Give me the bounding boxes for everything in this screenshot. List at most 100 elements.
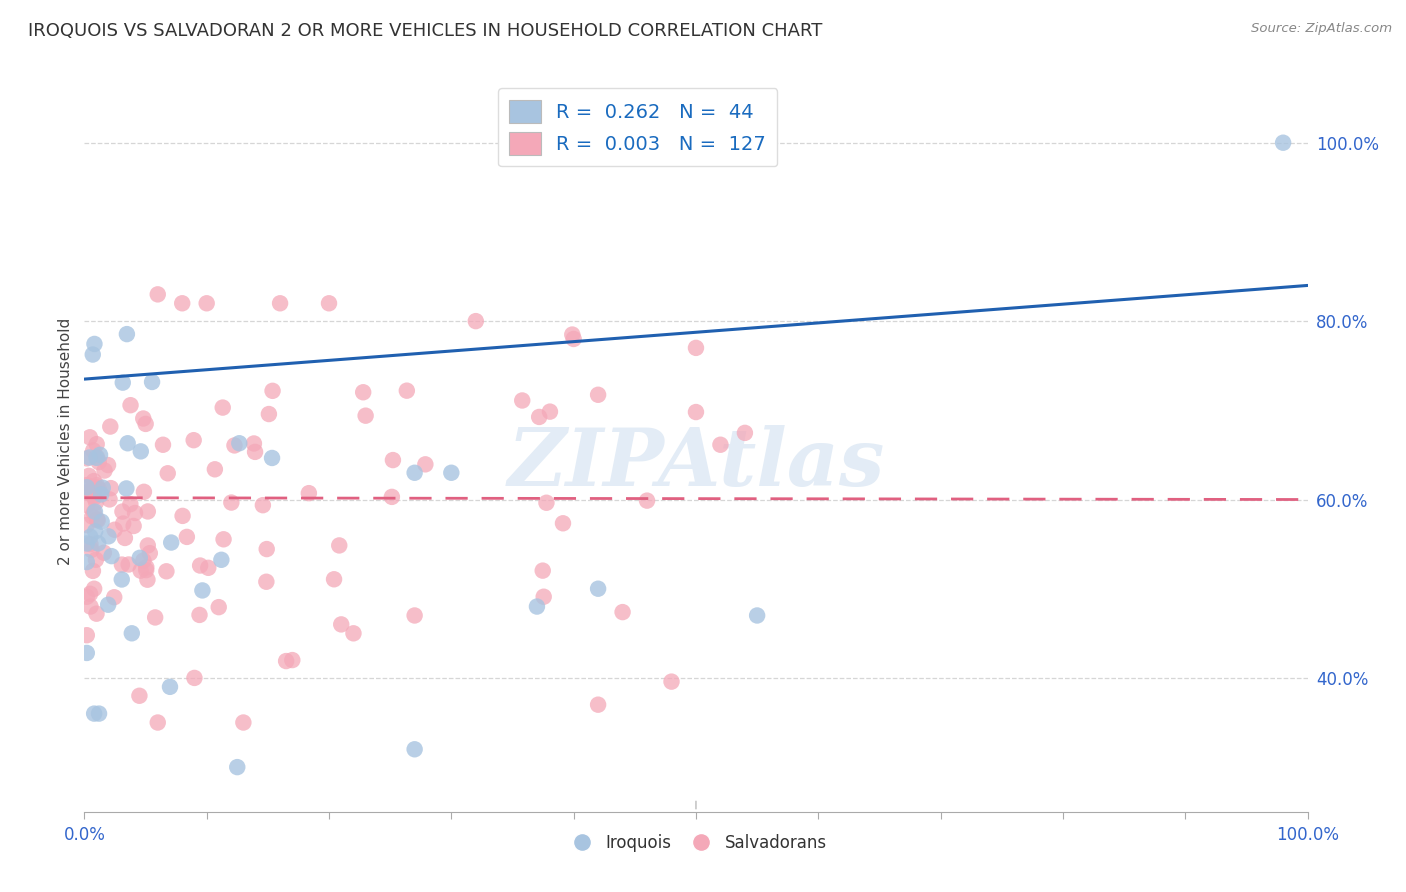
Point (79, 587, 101, 601)
Point (86, 437, 108, 451)
Point (77, 485, 100, 500)
Point (76, 555, 98, 569)
Point (117, 436, 139, 450)
Point (254, 574, 277, 589)
Point (636, 493, 658, 508)
Point (143, 610, 166, 624)
Point (90, 515, 112, 529)
Point (83, 706, 105, 721)
Point (76, 628, 98, 642)
Point (83, 491, 105, 505)
Point (342, 626, 364, 640)
Point (204, 462, 226, 476)
Point (172, 508, 194, 523)
Point (1272, 136, 1295, 150)
Point (93, 464, 115, 478)
Point (82, 509, 104, 524)
Point (323, 572, 346, 586)
Point (176, 530, 198, 544)
Point (136, 504, 159, 518)
Point (87, 482, 110, 496)
Point (83, 489, 105, 503)
Point (84, 553, 107, 567)
Point (211, 401, 233, 415)
Point (226, 760, 249, 774)
Point (132, 411, 155, 425)
Point (395, 384, 418, 398)
Point (685, 341, 707, 355)
Point (536, 496, 558, 510)
Point (84, 505, 107, 519)
Point (139, 546, 162, 560)
Point (152, 438, 174, 452)
Point (135, 560, 157, 574)
Point (79, 530, 101, 544)
Point (212, 533, 235, 547)
Point (84, 495, 107, 509)
Point (76, 646, 98, 660)
Point (82, 443, 104, 458)
Point (709, 438, 731, 452)
Point (155, 564, 177, 578)
Point (464, 314, 486, 328)
Point (586, 582, 609, 596)
Point (533, 590, 555, 604)
Point (191, 583, 214, 598)
Point (79, 450, 101, 465)
Point (257, 407, 280, 421)
Point (208, 600, 231, 615)
Point (252, 498, 274, 512)
Point (156, 467, 179, 481)
Y-axis label: 2 or more Vehicles in Household: 2 or more Vehicles in Household (58, 318, 73, 566)
Point (76, 451, 98, 466)
Point (243, 445, 266, 459)
Point (120, 497, 142, 511)
Point (103, 591, 125, 605)
Point (98, 492, 121, 507)
Point (91, 481, 114, 495)
Point (128, 550, 150, 565)
Legend: Iroquois, Salvadorans: Iroquois, Salvadorans (558, 828, 834, 859)
Point (135, 563, 157, 577)
Point (114, 531, 136, 545)
Point (440, 466, 463, 480)
Point (111, 558, 134, 572)
Point (526, 599, 548, 614)
Point (586, 698, 609, 712)
Point (136, 539, 159, 553)
Point (79, 430, 101, 444)
Point (87, 536, 110, 550)
Point (79, 486, 101, 500)
Point (84, 524, 107, 539)
Point (100, 481, 122, 495)
Point (551, 516, 574, 531)
Point (527, 409, 550, 424)
Point (404, 466, 426, 480)
Point (531, 564, 554, 578)
Point (352, 385, 374, 400)
Point (586, 388, 609, 402)
Point (381, 490, 404, 504)
Point (80, 542, 103, 557)
Point (209, 553, 232, 567)
Point (79, 599, 101, 614)
Point (83, 506, 105, 520)
Point (221, 495, 243, 509)
Point (87, 455, 110, 469)
Point (97, 598, 120, 612)
Point (160, 535, 183, 549)
Point (76, 518, 98, 533)
Point (90, 487, 112, 501)
Point (141, 375, 163, 389)
Point (86, 607, 108, 621)
Point (93, 546, 115, 560)
Point (129, 564, 152, 578)
Point (122, 519, 145, 533)
Point (115, 327, 138, 342)
Point (243, 436, 266, 450)
Point (228, 436, 250, 450)
Point (118, 558, 141, 572)
Point (111, 573, 134, 587)
Point (538, 404, 561, 418)
Point (112, 516, 135, 531)
